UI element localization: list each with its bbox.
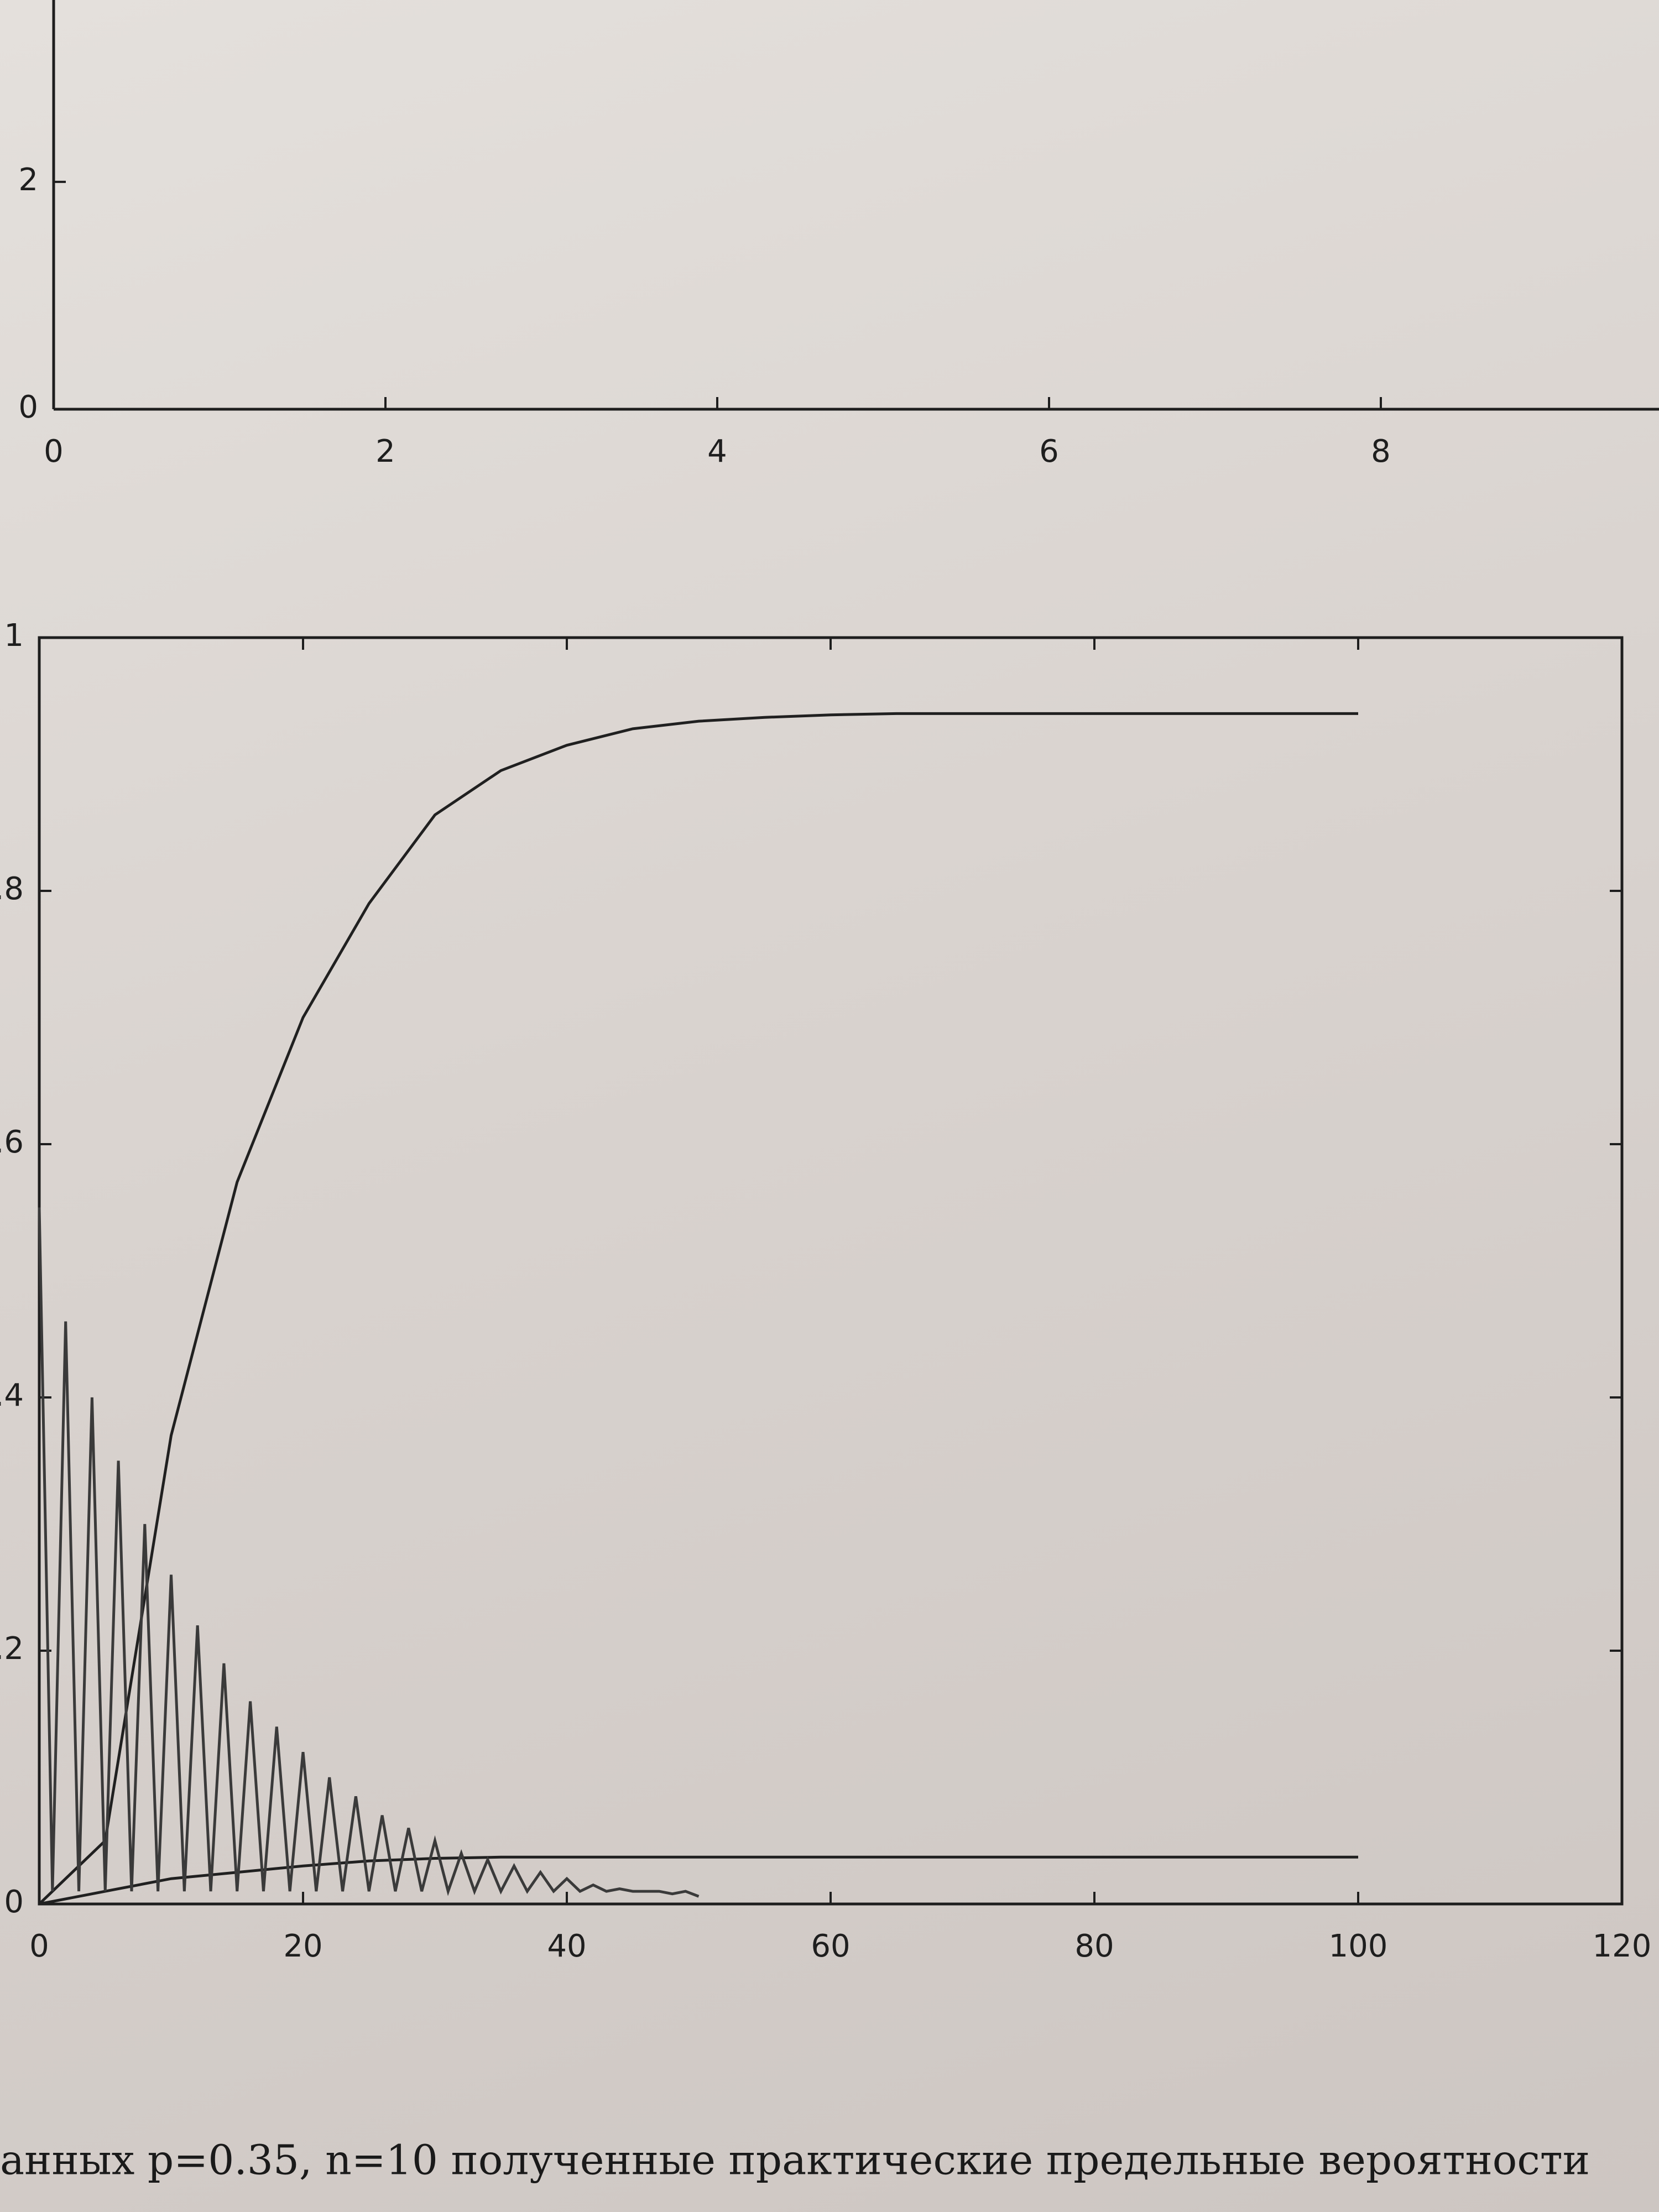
x-tick-label: 20 — [283, 1928, 322, 1964]
data-line — [38, 1207, 700, 1898]
x-tick-label: 60 — [811, 1928, 850, 1964]
x-tick-label: 0 — [29, 1928, 49, 1964]
x-tick-label: 0 — [44, 434, 64, 469]
y-tick-label: 0.6 — [0, 1124, 24, 1160]
x-tick-label: 100 — [1329, 1928, 1388, 1964]
x-tick-label: 40 — [547, 1928, 586, 1964]
y-tick-label: 0 — [18, 389, 38, 425]
x-tick-label: 80 — [1074, 1928, 1114, 1964]
y-tick-label: 0 — [4, 1884, 24, 1920]
data-line — [38, 712, 1358, 1905]
data-line — [39, 1855, 1358, 1906]
x-tick-label: 6 — [1039, 434, 1059, 469]
x-tick-label: 2 — [375, 434, 395, 469]
x-tick-label: 8 — [1371, 434, 1391, 469]
plot-frame — [38, 636, 1624, 1906]
y-tick-label: 0.8 — [0, 871, 24, 907]
y-tick-label: 2 — [18, 162, 38, 198]
x-tick-label: 4 — [707, 434, 727, 469]
y-tick-label: 1 — [4, 618, 24, 654]
y-tick-label: 0.4 — [0, 1378, 24, 1413]
x-tick-label: 120 — [1593, 1928, 1652, 1964]
caption: анных p=0.35, n=10 полученные практическ… — [0, 2136, 1590, 2184]
y-tick-label: 0.2 — [0, 1631, 24, 1667]
